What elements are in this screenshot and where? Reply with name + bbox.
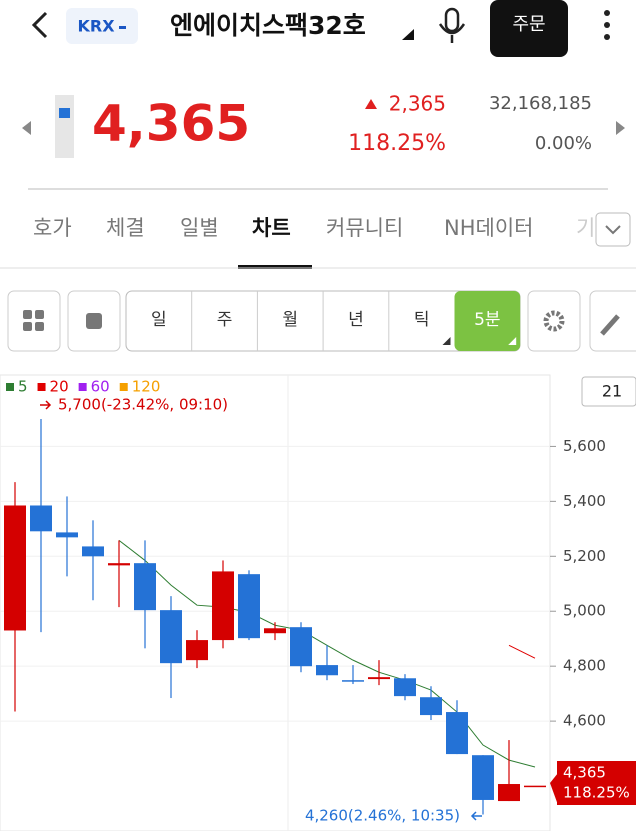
candle-body (82, 546, 104, 557)
y-tick-label: 5,600 (563, 437, 606, 455)
prev-button[interactable] (22, 121, 31, 135)
annotation-arrow (40, 400, 52, 410)
dropdown-icon[interactable] (402, 29, 414, 40)
volume: 32,168,185 (489, 93, 592, 114)
period-label[interactable]: 일 (151, 310, 167, 330)
tab[interactable]: 기 (576, 216, 595, 240)
candle-body (212, 571, 234, 641)
legend-label: 120 (132, 378, 161, 396)
y-tick-label: 5,400 (563, 492, 606, 510)
legend-swatch (78, 383, 87, 391)
corner-mark (442, 337, 451, 345)
candle-body (238, 574, 260, 639)
candle-body (524, 785, 546, 788)
change: 2,365 (389, 92, 446, 116)
annotation-arrow (470, 811, 482, 821)
tab[interactable]: 호가 (33, 216, 72, 240)
candle-body (186, 640, 208, 661)
candle-body (316, 665, 338, 676)
up-icon (365, 99, 377, 109)
tab[interactable]: NH데이터 (444, 216, 533, 240)
candle-body (446, 712, 468, 755)
change-rate: 118.25% (348, 131, 446, 156)
corner-mark (508, 337, 517, 345)
ma-line (508, 644, 536, 659)
tab-bar: 호가 체결 일별 차트 커뮤니티 NH데이터 기 (33, 216, 595, 240)
price-tag-value: 4,365 (563, 764, 606, 782)
candle-body (472, 755, 494, 800)
candle-body (420, 697, 442, 716)
candle-body (4, 505, 26, 631)
candle-body (160, 610, 182, 664)
high-annotation: 5,700(-23.42%, 09:10) (58, 396, 228, 414)
legend-swatch (119, 383, 128, 391)
candle-body (498, 784, 520, 802)
legend-label: 5 (18, 378, 28, 396)
next-button[interactable] (616, 121, 625, 135)
legend: 5 20 60 120 (6, 378, 160, 396)
period-label[interactable]: 주 (217, 310, 233, 330)
volume-rate: 0.00% (535, 133, 592, 154)
mini-candle-body (59, 108, 70, 118)
period-label[interactable]: 년 (348, 310, 364, 330)
candle-body (134, 563, 156, 611)
candle-body (342, 680, 364, 682)
stock-title: 엔에이치스팩32호 (170, 11, 366, 40)
price-tag-rate: 118.25% (563, 784, 630, 802)
tab[interactable]: 차트 (252, 216, 291, 240)
tab[interactable]: 커뮤니티 (326, 216, 403, 240)
period-active[interactable] (454, 291, 521, 351)
y-tick-label: 5,000 (563, 602, 606, 620)
candle-body (264, 628, 286, 634)
legend-swatch (6, 383, 14, 391)
tab-more[interactable] (595, 212, 631, 247)
mini-candle (55, 95, 74, 158)
y-tick-label: 5,200 (563, 547, 606, 565)
price-tag-pointer (550, 773, 558, 805)
candle-body (56, 532, 78, 538)
candle-body (108, 563, 130, 566)
period-buttons: 일 주 월 년 틱 5분 (125, 290, 521, 352)
y-tick-label: 4,800 (563, 657, 606, 675)
tab-underline (238, 265, 312, 269)
price-tag (557, 761, 636, 805)
menu-icon[interactable] (604, 10, 610, 40)
low-annotation: 4,260(2.46%, 10:35) (305, 807, 460, 825)
candle-count: 21 (602, 382, 622, 401)
capture-icon (86, 313, 102, 329)
candle-body (290, 627, 312, 667)
legend-label: 20 (50, 378, 69, 396)
back-button[interactable] (31, 11, 48, 39)
price: 4,365 (92, 95, 250, 153)
legend-swatch (37, 383, 46, 391)
order-label: 주문 (512, 14, 545, 35)
wrench-icon (600, 314, 620, 336)
exchange-badge[interactable] (66, 8, 138, 44)
grid-icon (23, 310, 44, 331)
tab-more-icon (605, 225, 621, 235)
settings-button[interactable] (527, 290, 581, 352)
count-box[interactable] (581, 376, 636, 407)
candle-body (368, 677, 390, 680)
mic-icon[interactable] (438, 7, 466, 43)
tab[interactable]: 체결 (106, 216, 145, 240)
period-label[interactable]: 틱 (414, 310, 430, 330)
legend-label: 60 (91, 378, 110, 396)
candle-body (394, 678, 416, 697)
y-tick-label: 4,600 (563, 712, 606, 730)
candle-body (30, 505, 52, 532)
order-button[interactable] (490, 0, 568, 57)
plot: 4,600 4,800 5,000 5,200 5,400 5,600 (0, 418, 606, 815)
layout-button[interactable] (7, 290, 61, 352)
exchange: KRX (77, 17, 115, 36)
period-label[interactable]: 월 (282, 310, 298, 330)
tab[interactable]: 일별 (180, 216, 219, 240)
period-label[interactable]: 5분 (474, 310, 500, 330)
plot-area (0, 374, 551, 831)
gear-icon (543, 310, 565, 332)
badge-icon (119, 26, 126, 29)
